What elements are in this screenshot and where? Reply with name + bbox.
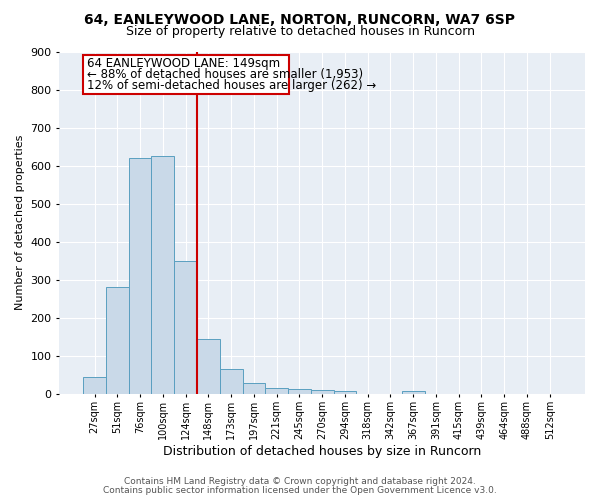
Text: ← 88% of detached houses are smaller (1,953): ← 88% of detached houses are smaller (1,… bbox=[86, 68, 363, 81]
Bar bbox=[242, 382, 265, 394]
Bar bbox=[151, 156, 174, 394]
X-axis label: Distribution of detached houses by size in Runcorn: Distribution of detached houses by size … bbox=[163, 444, 481, 458]
Bar bbox=[334, 391, 356, 394]
Bar bbox=[197, 339, 220, 394]
Bar bbox=[83, 377, 106, 394]
Text: Size of property relative to detached houses in Runcorn: Size of property relative to detached ho… bbox=[125, 25, 475, 38]
Text: 64, EANLEYWOOD LANE, NORTON, RUNCORN, WA7 6SP: 64, EANLEYWOOD LANE, NORTON, RUNCORN, WA… bbox=[85, 12, 515, 26]
Text: Contains public sector information licensed under the Open Government Licence v3: Contains public sector information licen… bbox=[103, 486, 497, 495]
Bar bbox=[402, 391, 425, 394]
Text: 64 EANLEYWOOD LANE: 149sqm: 64 EANLEYWOOD LANE: 149sqm bbox=[86, 57, 280, 70]
Bar bbox=[174, 261, 197, 394]
Bar bbox=[129, 158, 151, 394]
Bar bbox=[265, 388, 288, 394]
Bar bbox=[106, 288, 129, 394]
Bar bbox=[220, 370, 242, 394]
FancyBboxPatch shape bbox=[83, 54, 289, 94]
Bar bbox=[311, 390, 334, 394]
Bar bbox=[288, 390, 311, 394]
Text: 12% of semi-detached houses are larger (262) →: 12% of semi-detached houses are larger (… bbox=[86, 79, 376, 92]
Y-axis label: Number of detached properties: Number of detached properties bbox=[15, 135, 25, 310]
Text: Contains HM Land Registry data © Crown copyright and database right 2024.: Contains HM Land Registry data © Crown c… bbox=[124, 477, 476, 486]
